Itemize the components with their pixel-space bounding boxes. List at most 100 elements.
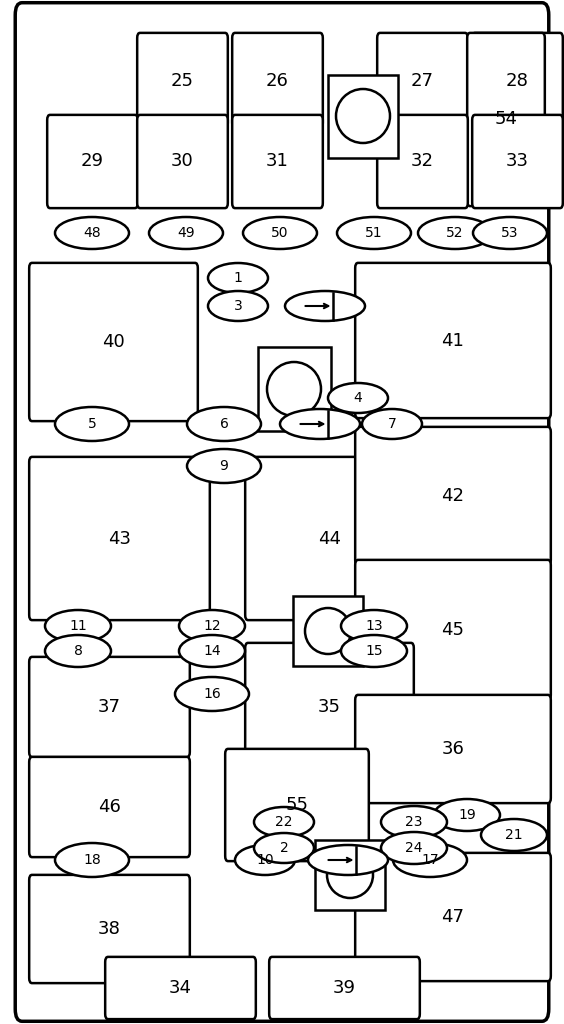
FancyBboxPatch shape: [137, 33, 228, 128]
FancyBboxPatch shape: [47, 115, 138, 208]
Text: 9: 9: [219, 459, 228, 473]
Ellipse shape: [187, 407, 261, 441]
Ellipse shape: [243, 217, 317, 249]
Text: 34: 34: [169, 979, 192, 997]
Ellipse shape: [285, 291, 365, 321]
Ellipse shape: [55, 217, 129, 249]
Text: 47: 47: [442, 908, 465, 926]
FancyBboxPatch shape: [105, 956, 256, 1019]
FancyBboxPatch shape: [472, 33, 563, 128]
Ellipse shape: [337, 217, 411, 249]
Text: 55: 55: [285, 796, 309, 814]
Ellipse shape: [280, 409, 360, 439]
Text: 37: 37: [98, 698, 121, 716]
Text: 15: 15: [365, 644, 383, 658]
Text: 45: 45: [442, 621, 465, 639]
Ellipse shape: [149, 217, 223, 249]
FancyBboxPatch shape: [29, 656, 190, 757]
Text: 12: 12: [203, 618, 221, 633]
Text: 26: 26: [266, 72, 289, 89]
FancyBboxPatch shape: [232, 33, 323, 128]
Text: 41: 41: [442, 332, 464, 349]
Ellipse shape: [187, 449, 261, 483]
FancyBboxPatch shape: [245, 643, 414, 771]
Ellipse shape: [473, 217, 547, 249]
FancyBboxPatch shape: [232, 115, 323, 208]
FancyBboxPatch shape: [29, 757, 190, 857]
Text: 24: 24: [406, 841, 423, 855]
Text: 43: 43: [108, 529, 131, 548]
Ellipse shape: [362, 409, 422, 439]
Text: 23: 23: [406, 815, 423, 829]
Text: 3: 3: [233, 299, 243, 313]
Ellipse shape: [254, 833, 314, 863]
Text: 13: 13: [365, 618, 383, 633]
Ellipse shape: [305, 608, 351, 654]
Text: 21: 21: [505, 828, 523, 842]
FancyBboxPatch shape: [245, 457, 414, 621]
Ellipse shape: [418, 217, 492, 249]
FancyBboxPatch shape: [355, 853, 551, 981]
Ellipse shape: [341, 610, 407, 642]
FancyBboxPatch shape: [225, 749, 369, 861]
FancyBboxPatch shape: [472, 115, 563, 208]
Text: 30: 30: [171, 153, 194, 171]
Text: 2: 2: [280, 841, 288, 855]
Text: 52: 52: [446, 226, 464, 240]
Text: 7: 7: [387, 417, 396, 431]
Ellipse shape: [328, 383, 388, 413]
Text: 28: 28: [506, 72, 529, 89]
Text: 17: 17: [421, 853, 439, 867]
Text: 32: 32: [411, 153, 434, 171]
FancyBboxPatch shape: [15, 3, 549, 1021]
Ellipse shape: [327, 852, 373, 898]
Text: 39: 39: [333, 979, 356, 997]
Ellipse shape: [381, 831, 447, 864]
Ellipse shape: [393, 843, 467, 877]
Text: 42: 42: [442, 487, 465, 505]
Text: 27: 27: [411, 72, 434, 89]
FancyBboxPatch shape: [355, 263, 551, 418]
Text: 10: 10: [256, 853, 274, 867]
Text: 16: 16: [203, 687, 221, 701]
FancyBboxPatch shape: [29, 457, 210, 621]
Text: 54: 54: [495, 111, 518, 128]
Text: 25: 25: [171, 72, 194, 89]
FancyBboxPatch shape: [377, 115, 468, 208]
Text: 4: 4: [354, 391, 363, 406]
FancyBboxPatch shape: [467, 33, 545, 206]
Text: 33: 33: [506, 153, 529, 171]
Text: 19: 19: [458, 808, 476, 822]
Text: 44: 44: [318, 529, 341, 548]
FancyBboxPatch shape: [293, 596, 363, 666]
Ellipse shape: [179, 610, 245, 642]
FancyBboxPatch shape: [29, 263, 198, 421]
Ellipse shape: [434, 799, 500, 831]
Ellipse shape: [208, 263, 268, 293]
FancyBboxPatch shape: [355, 560, 551, 700]
Text: 38: 38: [98, 920, 121, 938]
Text: 49: 49: [177, 226, 195, 240]
Text: 35: 35: [318, 698, 341, 716]
FancyBboxPatch shape: [137, 115, 228, 208]
Ellipse shape: [308, 845, 388, 874]
Text: 36: 36: [442, 740, 464, 758]
Ellipse shape: [55, 407, 129, 441]
Ellipse shape: [481, 819, 547, 851]
Text: 22: 22: [275, 815, 293, 829]
Text: 11: 11: [69, 618, 87, 633]
Text: 50: 50: [271, 226, 289, 240]
Ellipse shape: [208, 291, 268, 321]
Ellipse shape: [45, 635, 111, 667]
FancyBboxPatch shape: [355, 427, 551, 565]
Ellipse shape: [235, 845, 295, 874]
Ellipse shape: [179, 635, 245, 667]
FancyBboxPatch shape: [355, 695, 551, 803]
Text: 14: 14: [203, 644, 221, 658]
Text: 8: 8: [73, 644, 82, 658]
Text: 6: 6: [219, 417, 228, 431]
FancyBboxPatch shape: [269, 956, 420, 1019]
Text: 46: 46: [98, 798, 121, 816]
FancyBboxPatch shape: [258, 347, 331, 431]
Ellipse shape: [336, 89, 390, 143]
